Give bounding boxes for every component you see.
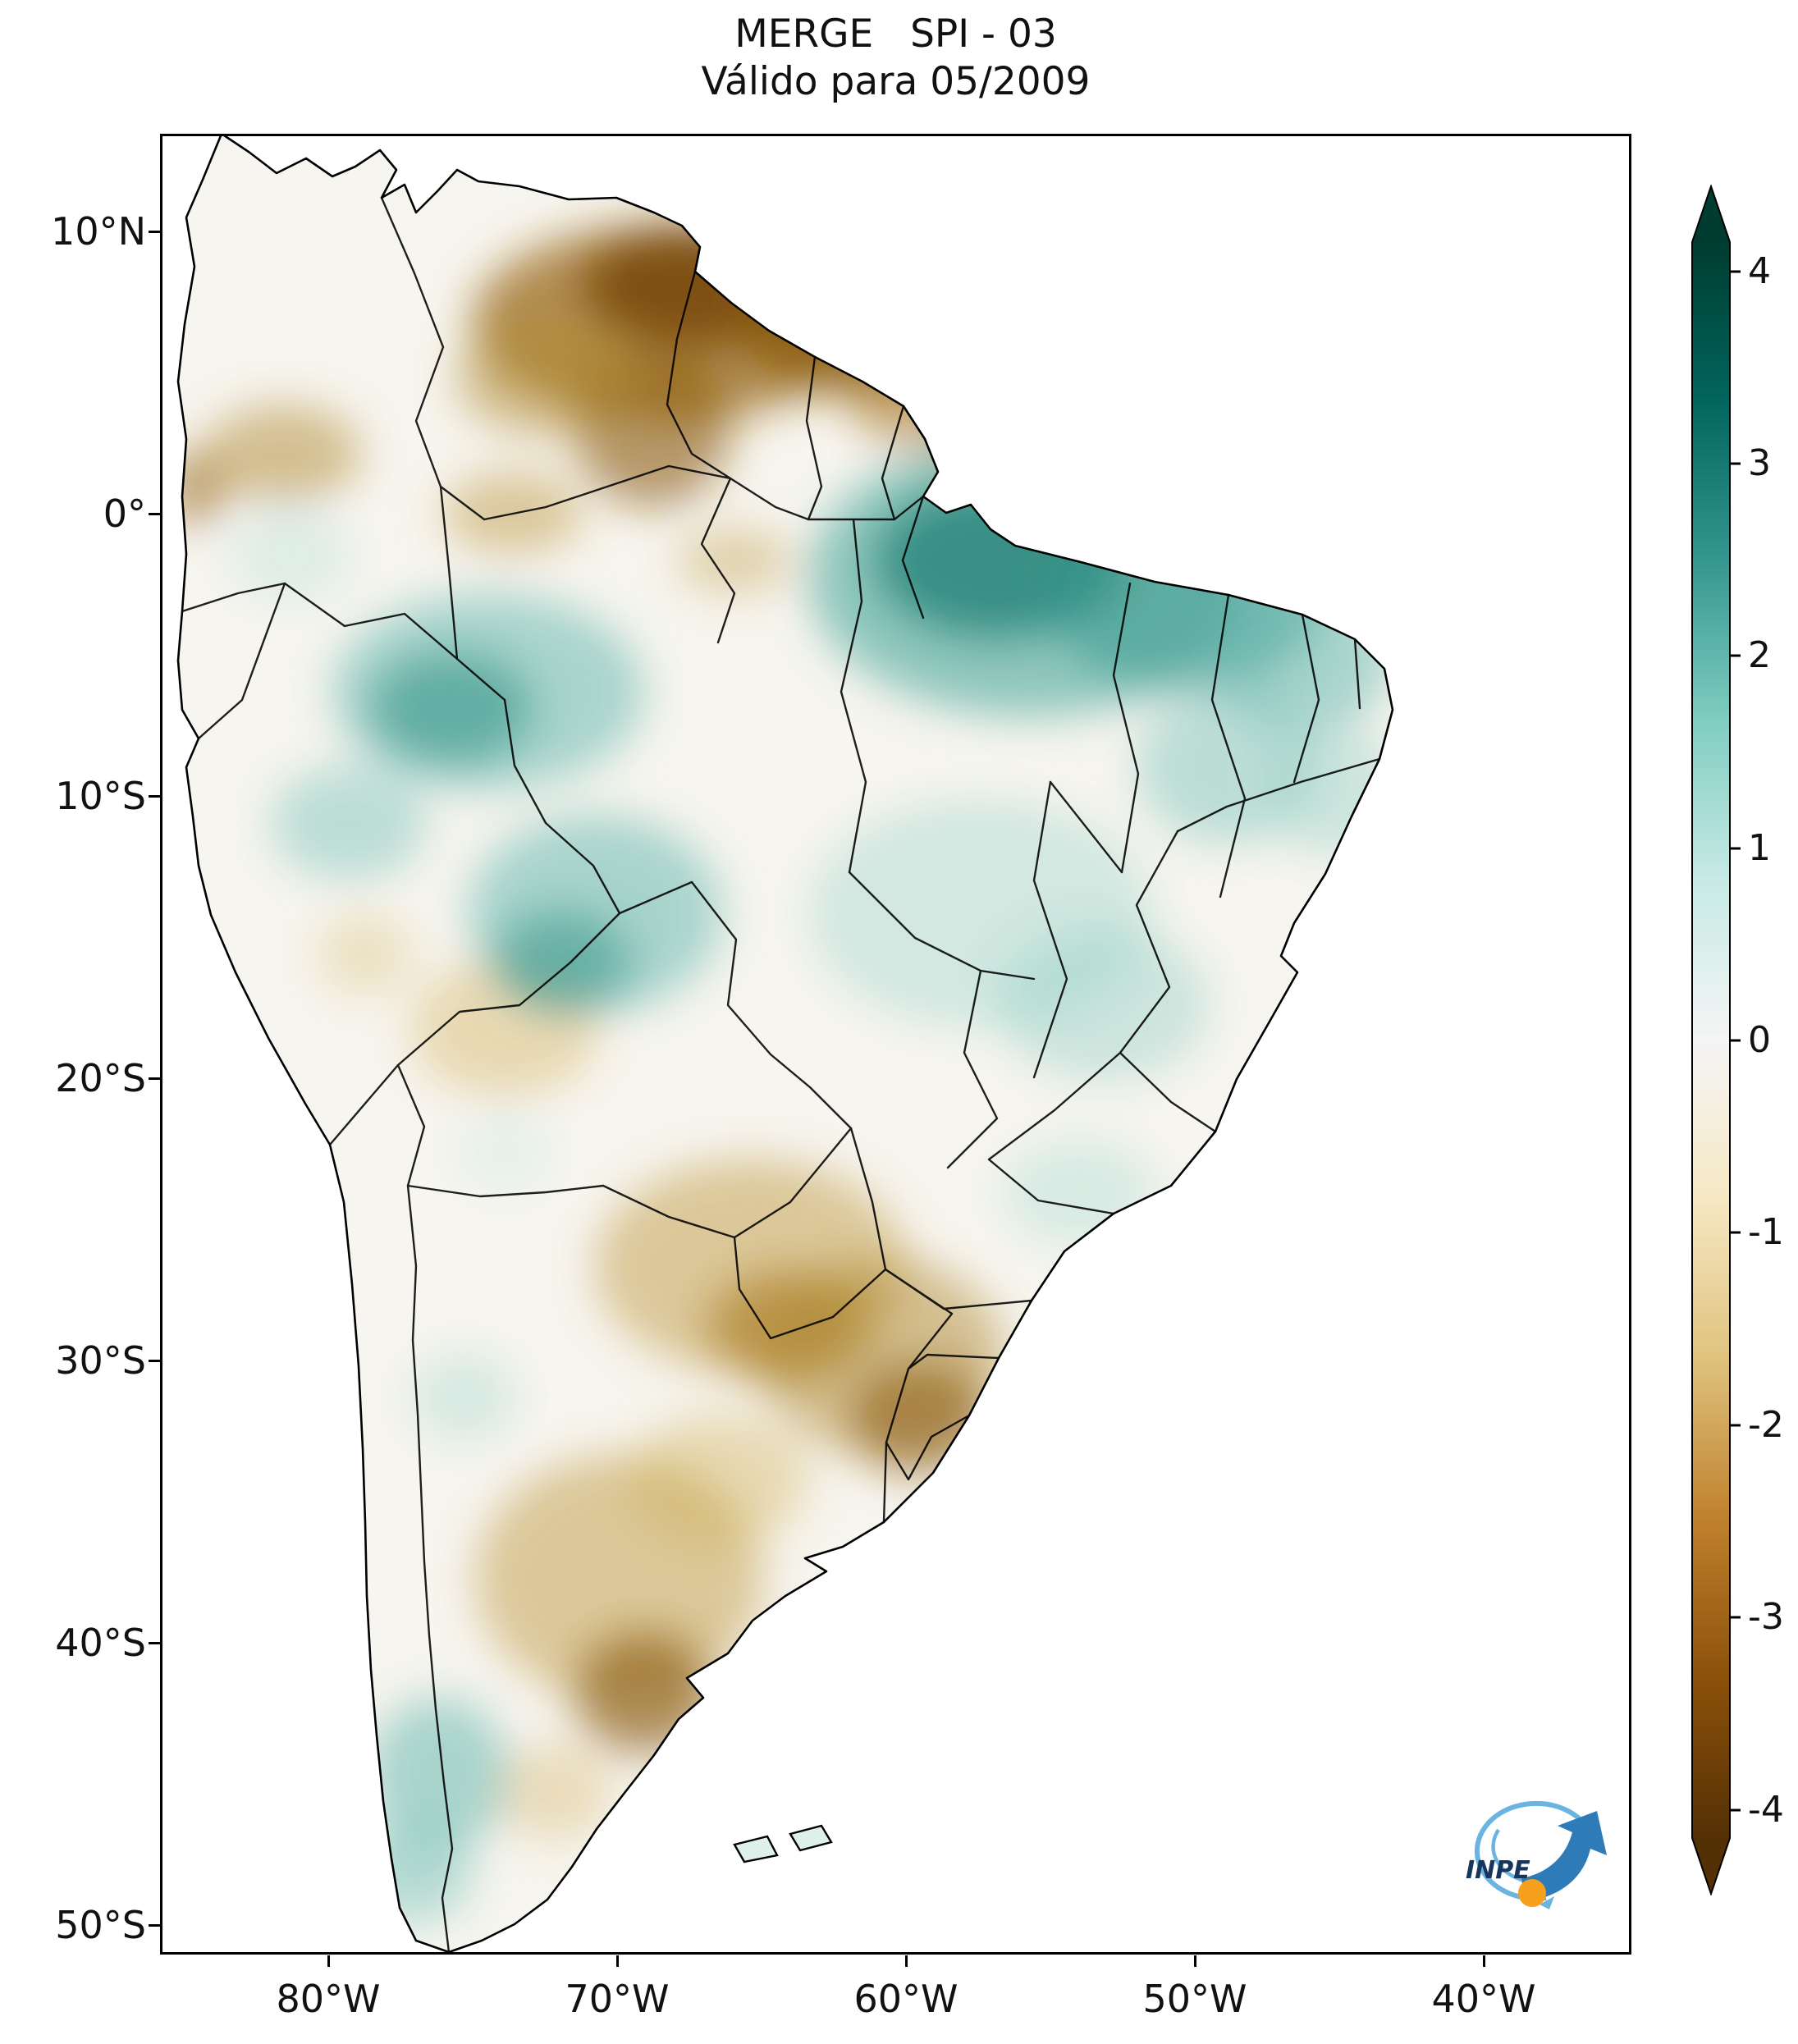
small-island-west xyxy=(733,1835,779,1863)
colorbar-tick-label: -4 xyxy=(1748,1789,1784,1831)
y-axis-tick-label: 40°S xyxy=(55,1621,146,1665)
y-axis-tick-label: 50°S xyxy=(55,1903,146,1947)
y-axis-tick xyxy=(149,795,160,798)
colorbar-tick-label: 4 xyxy=(1748,250,1771,292)
colorbar-tick-label: -1 xyxy=(1748,1211,1784,1253)
y-axis-tick-label: 20°S xyxy=(55,1056,146,1100)
country-and-state-borders xyxy=(181,196,1381,1954)
y-axis-tick-label: 30°S xyxy=(55,1338,146,1383)
y-axis-tick xyxy=(149,1642,160,1644)
colorbar-ticks xyxy=(1730,270,1741,1812)
logo-swirl-outer-icon xyxy=(1474,1800,1594,1901)
colorbar-tick-label: -2 xyxy=(1748,1404,1784,1446)
colorbar xyxy=(1691,185,1741,1895)
y-axis-tick-label: 10°S xyxy=(55,774,146,818)
colorbar-tick-label: 1 xyxy=(1748,827,1771,869)
logo-arrow-icon xyxy=(1521,1811,1607,1901)
x-axis-tick-label: 60°W xyxy=(853,1977,958,2021)
logo-swirl-arrowhead-icon xyxy=(1540,1896,1554,1909)
small-island-east xyxy=(789,1824,833,1852)
y-axis-tick xyxy=(149,1924,160,1927)
x-axis-tick-label: 80°W xyxy=(276,1977,381,2021)
x-axis-tick xyxy=(1483,1955,1485,1967)
x-axis-tick-label: 50°W xyxy=(1142,1977,1247,2021)
colorbar-tick-label: 3 xyxy=(1748,442,1771,484)
axes-frame xyxy=(160,134,1631,1955)
y-axis-tick xyxy=(149,231,160,233)
colorbar-gradient xyxy=(1691,185,1731,1895)
y-axis-tick xyxy=(149,1360,160,1362)
x-axis-tick xyxy=(1194,1955,1196,1967)
x-axis-tick-label: 70°W xyxy=(565,1977,670,2021)
colorbar-tick-label: 0 xyxy=(1748,1019,1771,1061)
page-title: MERGE SPI - 03 xyxy=(734,11,1057,57)
x-axis-tick xyxy=(616,1955,619,1967)
x-axis-tick xyxy=(905,1955,908,1967)
x-axis-tick xyxy=(327,1955,330,1967)
y-axis-tick xyxy=(149,1077,160,1080)
inpe-logo-text: INPE xyxy=(1466,1856,1530,1885)
y-axis-tick xyxy=(149,513,160,515)
colorbar-tick-label: 2 xyxy=(1748,634,1771,676)
logo-orange-ball-icon xyxy=(1518,1879,1546,1907)
y-axis-tick-label: 0° xyxy=(103,492,146,536)
x-axis-tick-label: 40°W xyxy=(1431,1977,1536,2021)
map-canvas xyxy=(160,134,1631,1955)
south-america-landmass xyxy=(178,134,1393,1952)
coastline xyxy=(176,134,1394,1954)
colorbar-tick-label: -3 xyxy=(1748,1596,1784,1638)
y-axis-tick-label: 10°N xyxy=(51,209,146,254)
inpe-logo: INPE xyxy=(1466,1800,1607,1909)
page-subtitle: Válido para 05/2009 xyxy=(701,59,1091,104)
